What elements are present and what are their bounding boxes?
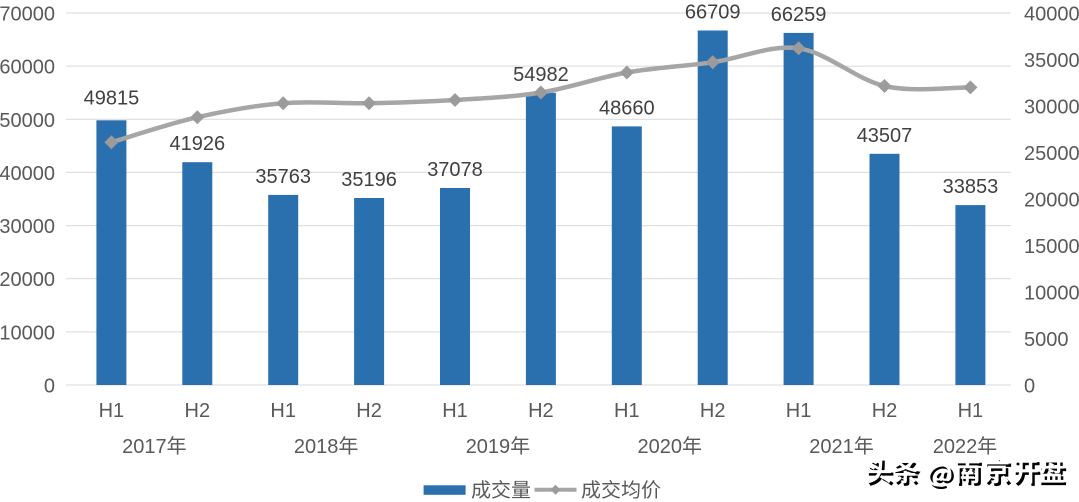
svg-text:35196: 35196 [341,169,397,191]
svg-text:40000: 40000 [0,163,55,185]
svg-text:2017: 2017 [122,436,167,458]
svg-text:70000: 70000 [0,4,55,26]
svg-text:H2: H2 [356,400,382,422]
svg-text:2018: 2018 [294,436,339,458]
svg-text:30000: 30000 [1024,97,1079,119]
svg-text:2022: 2022 [933,436,978,458]
svg-text:54982: 54982 [513,64,569,86]
svg-text:H2: H2 [700,400,726,422]
svg-text:H2: H2 [185,400,211,422]
svg-text:60000: 60000 [0,57,55,79]
svg-text:5000: 5000 [1024,329,1069,351]
svg-text:H2: H2 [872,400,898,422]
svg-text:50000: 50000 [0,110,55,132]
svg-text:49815: 49815 [84,87,140,109]
svg-text:66709: 66709 [685,2,741,24]
svg-text:25000: 25000 [1024,143,1079,165]
svg-text:40000: 40000 [1024,4,1079,26]
svg-text:0: 0 [1024,376,1035,398]
svg-text:20000: 20000 [1024,190,1079,212]
svg-text:H1: H1 [442,400,468,422]
svg-text:66259: 66259 [771,4,827,26]
svg-text:H1: H1 [786,400,812,422]
svg-text:43507: 43507 [857,125,913,147]
svg-text:H1: H1 [614,400,640,422]
svg-text:48660: 48660 [599,97,655,119]
svg-text:H2: H2 [528,400,554,422]
svg-text:H1: H1 [958,400,984,422]
svg-text:41926: 41926 [169,133,225,155]
svg-text:2020: 2020 [638,436,683,458]
svg-text:2019: 2019 [466,436,511,458]
svg-text:H1: H1 [270,400,296,422]
svg-text:H1: H1 [99,400,125,422]
svg-text:2021: 2021 [809,436,854,458]
svg-text:30000: 30000 [0,216,55,238]
svg-text:37078: 37078 [427,159,483,181]
svg-text:20000: 20000 [0,269,55,291]
svg-text:10000: 10000 [0,322,55,344]
svg-text:35763: 35763 [255,166,311,188]
svg-text:35000: 35000 [1024,50,1079,72]
svg-text:15000: 15000 [1024,236,1079,258]
svg-text:0: 0 [44,376,55,398]
svg-text:33853: 33853 [943,176,999,198]
svg-text:10000: 10000 [1024,283,1079,305]
